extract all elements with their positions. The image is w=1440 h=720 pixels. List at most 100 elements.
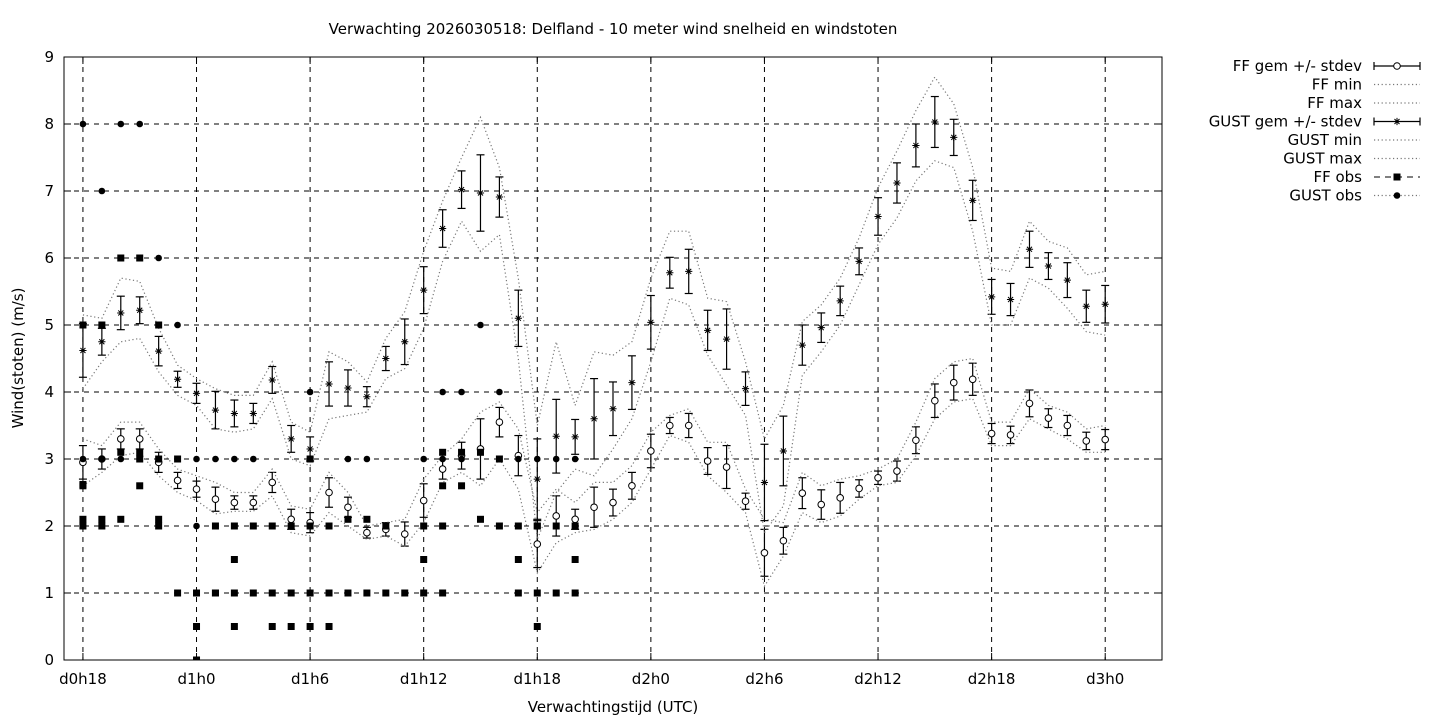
legend-item: FF obs [1313,168,1420,186]
error-bar-point [1063,262,1072,299]
error-bar-point [362,386,371,408]
error-bar-point [249,402,258,425]
obs-point [98,187,106,195]
error-bar-point [78,323,87,378]
error-bar-point [703,447,712,476]
legend-marker [1393,192,1401,199]
obs-point [420,556,428,563]
obs-point [533,522,541,530]
data-point [874,473,882,482]
obs-point [268,522,276,530]
obs-point [439,482,447,490]
y-tick-label: 5 [44,316,54,334]
series-line [82,357,1106,527]
obs-point [155,522,163,530]
y-tick-label: 1 [44,584,54,602]
obs-point [458,455,465,463]
error-bar-point [817,312,826,344]
obs-point [458,388,465,396]
obs-point [439,589,447,597]
obs-point [155,321,163,329]
data-point [798,489,807,497]
data-point [1082,302,1090,310]
error-bar-point [968,362,977,396]
error-bar-point [892,162,901,204]
data-point [438,465,447,473]
obs-point [136,455,144,463]
legend-label: FF max [1307,94,1362,112]
legend-item: GUST obs [1289,187,1420,205]
obs-point [571,556,579,563]
data-point [192,389,201,397]
data-point [571,515,579,524]
error-bar-point [268,471,277,494]
error-bar-point [987,422,996,445]
error-bar-point [609,488,617,517]
error-bar-point [968,179,977,222]
obs-point [287,522,295,530]
data-point [1006,431,1015,439]
obs-point [136,120,144,128]
obs-point [212,455,219,463]
data-point [666,269,674,277]
data-point [117,309,125,317]
data-point [817,324,825,332]
obs-point [193,623,201,630]
obs-point [382,522,390,530]
data-point [230,498,239,507]
y-axis: 0 1 2 3 4 5 6 7 8 9 [44,48,1162,669]
error-bar-point [495,176,504,218]
data-point [211,495,220,504]
obs-point [79,455,87,463]
data-point [306,445,314,453]
data-point [419,496,428,505]
error-bar-point [1101,428,1110,451]
data-point [1025,245,1034,253]
error-bar-point [419,266,428,315]
y-tick-label: 3 [44,450,54,468]
data-point [987,429,996,438]
error-bar-point [684,248,693,295]
data-point [476,189,485,197]
series-8 [79,120,579,530]
legend-label: GUST min [1288,131,1362,149]
error-bar-point [779,415,788,487]
obs-point [325,623,333,630]
data-point [98,338,106,346]
error-bar-point [533,438,542,520]
error-bar-point [230,495,239,510]
obs-point [117,254,125,262]
error-bar-point [930,95,939,149]
obs-point [268,623,276,630]
obs-point [439,388,446,396]
data-point [1044,262,1053,270]
obs-point [495,522,503,530]
legend-item: FF max [1307,94,1420,112]
series-4 [78,95,1110,522]
error-bar-point [230,399,239,428]
x-tick-label: d1h6 [291,670,329,688]
obs-point [325,589,333,597]
obs-point [382,589,390,597]
obs-point [155,455,162,463]
obs-point [439,455,446,463]
data-point [287,515,295,524]
error-bar-point [855,479,864,498]
error-bar-point [211,390,220,430]
data-point [1063,276,1071,284]
data-point [703,457,712,465]
legend-label: GUST gem +/- stdev [1209,113,1362,131]
obs-point [571,522,579,530]
error-bar-point [268,365,277,394]
obs-point [344,455,352,463]
obs-point [514,556,522,563]
data-point [628,482,636,490]
obs-point [344,589,352,597]
data-point [988,293,996,301]
x-tick-label: d2h6 [745,670,783,688]
data-point [136,306,144,314]
error-bar-point [627,355,636,411]
data-point [135,435,144,443]
data-point [79,346,87,355]
